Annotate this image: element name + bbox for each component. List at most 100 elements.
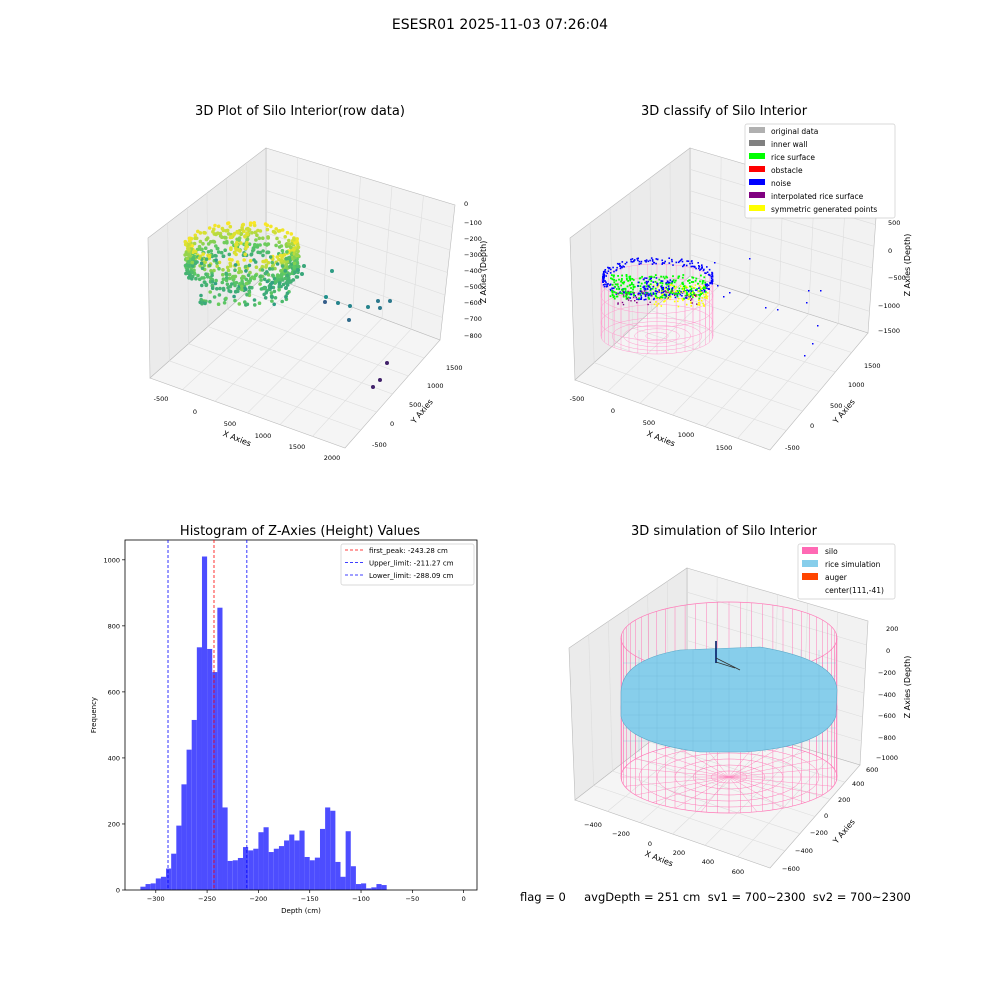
x-tick-label: 500 (643, 419, 655, 427)
x-tick-label: 1500 (716, 444, 733, 452)
noise-point (631, 261, 634, 263)
interpolated-point (633, 292, 635, 294)
grid-line (588, 634, 594, 786)
noise-point (619, 264, 622, 267)
data-point (198, 247, 203, 251)
data-point (203, 231, 207, 235)
noise-point (690, 265, 693, 268)
noise-point (690, 290, 693, 293)
z-tick-label: 0 (464, 200, 468, 208)
interpolated-point (642, 292, 644, 294)
noise-point (611, 287, 613, 289)
rice-surface-point (691, 281, 693, 283)
data-point (348, 304, 352, 308)
noise-point (616, 262, 619, 265)
interpolated-point (690, 299, 692, 301)
data-point (252, 298, 257, 302)
data-point (246, 273, 251, 278)
noise-point (682, 265, 684, 268)
data-point (203, 260, 207, 265)
noise-point (777, 309, 779, 311)
noise-point (639, 290, 642, 293)
data-point (206, 242, 211, 246)
rice-surface-point (624, 288, 627, 291)
data-point (270, 299, 274, 303)
noise-point (671, 258, 673, 261)
rice-surface-point (688, 279, 691, 282)
noise-point (637, 285, 639, 287)
interpolated-point (632, 296, 635, 298)
noise-point (646, 281, 648, 284)
data-point (227, 257, 232, 262)
rice-surface-point (616, 283, 619, 286)
rice-surface-point (621, 278, 623, 280)
noise-point (644, 277, 646, 279)
data-point (240, 279, 244, 284)
symmetric-point (703, 284, 705, 287)
noise-point (677, 291, 680, 294)
data-point (259, 278, 263, 282)
noise-point (675, 261, 678, 264)
data-point (211, 229, 215, 234)
data-point (235, 240, 239, 245)
interpolated-point (649, 301, 651, 303)
interpolated-point (651, 295, 653, 297)
data-point (285, 250, 289, 254)
x-tick-label: −300 (147, 895, 165, 903)
x-tick-label: 0 (648, 840, 652, 848)
x-tick-label: −50 (405, 895, 419, 903)
symmetric-point (688, 293, 690, 295)
noise-point (622, 288, 624, 290)
noise-point (671, 280, 673, 283)
data-point (284, 295, 288, 299)
data-point (233, 268, 237, 273)
histogram-bar (299, 830, 305, 890)
data-point (218, 234, 223, 238)
z-axis-label: Z Axies (Depth) (903, 234, 912, 297)
data-point (226, 268, 231, 273)
data-point (250, 231, 254, 235)
noise-point (650, 277, 652, 280)
noise-point (640, 295, 642, 297)
noise-point (602, 273, 604, 276)
rice-surface-point (618, 278, 620, 281)
noise-point (623, 266, 625, 268)
z-tick-label: −1000 (876, 754, 898, 762)
noise-point (622, 265, 624, 267)
data-point (215, 264, 219, 269)
data-point (221, 286, 226, 291)
data-point (240, 287, 244, 292)
rice-surface-point (620, 279, 623, 282)
rice-surface-point (626, 285, 629, 288)
grid-line (608, 621, 613, 772)
data-point (296, 268, 300, 272)
z-tick-label: −800 (878, 734, 896, 742)
data-point (198, 231, 203, 235)
rice-surface-point (674, 279, 677, 282)
rice-surface-point (613, 274, 615, 277)
data-point (198, 300, 202, 305)
noise-point (603, 272, 605, 274)
grid-line (737, 323, 839, 439)
rice-surface-point (654, 292, 656, 295)
data-point (245, 292, 249, 297)
legend-label: Lower_limit: -288.09 cm (369, 572, 454, 580)
histogram-bar (166, 868, 172, 890)
noise-point (698, 267, 700, 270)
data-point (287, 242, 291, 246)
legend-swatch (749, 140, 765, 146)
legend-swatch (802, 547, 818, 554)
grid-line (312, 328, 412, 437)
histogram-legend: first_peak: -243.28 cm Upper_limit: -211.… (340, 543, 475, 586)
silo-floor-spoke (652, 751, 730, 778)
rice-surface-point (615, 279, 618, 282)
rice-surface-point (666, 283, 668, 286)
rice-surface-point (699, 293, 702, 296)
silo-floor-spoke (728, 767, 834, 778)
noise-point (605, 275, 607, 277)
rice-surface-point (624, 287, 627, 290)
noise-point (667, 285, 670, 287)
x-tick-label: 600 (732, 868, 744, 876)
noise-point (651, 260, 654, 262)
legend-label: interpolated rice surface (771, 192, 864, 201)
